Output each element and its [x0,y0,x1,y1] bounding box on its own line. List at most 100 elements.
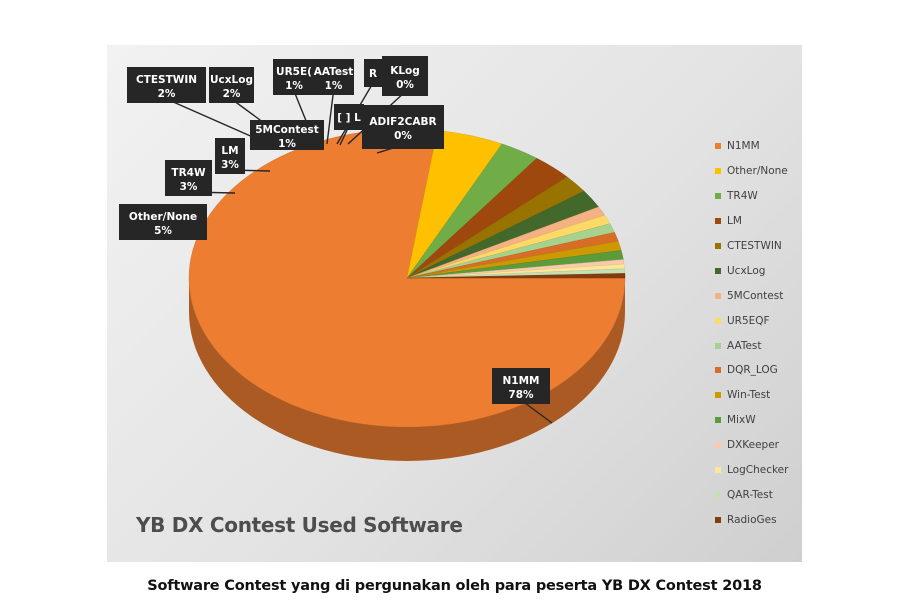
pie-slice-radioges [406,273,626,279]
data-label-name: CTESTWIN [136,74,197,86]
legend-swatch [715,491,721,498]
data-label-2: TR4W 3% [165,160,212,196]
data-label-5: UcxLog 2% [209,67,254,103]
data-label-box [250,120,324,150]
legend-item-dxkeeper: DXKeeper [715,433,805,458]
pie-3d-side [189,278,625,461]
data-label-name: N1MM [503,375,540,387]
legend-swatch [715,342,721,349]
legend-item-tr4w: TR4W [715,184,805,209]
data-label-name: UcxLog [210,74,253,86]
data-label-box [364,59,382,87]
legend-swatch [715,193,721,200]
legend-label: AATest [727,339,762,352]
legend-item-ur5eqf: UR5EQF [715,308,805,333]
data-label-0: N1MM 78% [492,368,550,404]
data-label-name: UR5E( [276,66,312,78]
data-label-box [273,59,315,95]
legend-swatch [715,168,721,175]
legend-item-ctestwin: CTESTWIN [715,234,805,259]
legend-label: 5MContest [727,289,784,302]
data-label-value: 1% [285,80,303,92]
data-label-value: 0% [394,130,412,142]
legend-label: Other/None [727,165,788,178]
legend-item-n1mm: N1MM [715,134,805,159]
data-label-value: 2% [158,88,176,100]
data-label-value: 5% [154,225,172,237]
legend-label: CTESTWIN [727,240,782,252]
pie-chart: N1MM78%Other/None5%TR4W3%LM3%CTESTWIN2%U… [119,56,626,461]
data-label-name: AATest [314,66,354,78]
data-label-value: 2% [223,88,241,100]
legend-swatch [715,392,721,399]
legend-item-logchecker: LogChecker [715,458,805,483]
data-label-12: ADIF2CABR 0% [362,105,444,149]
figure-caption: Software Contest yang di pergunakan oleh… [147,578,762,594]
legend-label: LM [727,215,742,228]
legend-swatch [715,292,721,299]
data-label-value: 3% [180,181,198,193]
legend-label: UcxLog [727,264,766,277]
data-label-box [215,138,245,174]
legend-swatch [715,143,721,150]
legend-item-radioges: RadioGes [715,507,805,532]
data-label-box [362,105,444,149]
legend-swatch [715,267,721,274]
legend-swatch [715,467,721,474]
pie-slices [188,128,626,428]
leader-line [326,90,335,145]
legend-label: DQR_LOG [727,364,778,377]
legend-item-mixw: MixW [715,408,805,433]
data-label-box [492,368,550,404]
legend-item-lm: LM [715,209,805,234]
data-label-box [119,204,207,240]
data-label-name: TR4W [171,167,206,179]
legend-swatch [715,417,721,424]
chart-title: YB DX Contest Used Software [136,513,463,537]
legend-swatch [715,367,721,374]
legend-label: TR4W [727,190,758,203]
legend-label: LogChecker [727,464,789,477]
legend-label: Win-Test [727,389,771,402]
legend-swatch [715,317,721,324]
data-label-box [313,59,354,95]
legend-item-win-test: Win-Test [715,383,805,408]
data-label-box [209,67,254,103]
legend-label: UR5EQF [727,314,770,327]
data-label-name: LM [221,145,238,157]
data-label-value: 1% [278,138,296,150]
data-label-3: LM 3% [215,138,245,174]
data-label-box [382,56,428,96]
data-label-7: UR5E( 1% [273,59,315,95]
legend-swatch [715,218,721,225]
legend-item-other-none: Other/None [715,159,805,184]
legend-item-aatest: AATest [715,333,805,358]
data-label-name: 5MContest [255,124,319,136]
data-label-1: Other/None 5% [119,204,207,240]
data-label-name: Other/None [129,211,197,223]
data-label-name: R [369,68,377,80]
data-label-value: 0% [396,79,414,91]
data-label-11: [ ] L [334,104,364,130]
data-label-box [334,104,364,130]
legend-label: QAR-Test [727,488,773,501]
pie-side-0 [189,278,625,461]
data-label-box [127,67,206,103]
chart-panel: N1MM 78% Other/None 5% TR4W 3% LM 3% CTESTWIN 2% U… [107,45,802,562]
legend-swatch [715,243,721,249]
legend-item-qar-test: QAR-Test [715,482,805,507]
legend-label: RadioGes [727,513,777,526]
data-label-8: AATest 1% [313,59,354,95]
data-label-name: ADIF2CABR [369,116,436,128]
data-labels: N1MM78%Other/None5%TR4W3%LM3%CTESTWIN2%U… [119,56,550,404]
data-label-4: CTESTWIN 2% [127,67,206,103]
legend-swatch [715,442,721,449]
legend-label: DXKeeper [727,439,780,452]
legend-item-ucxlog: UcxLog [715,258,805,283]
legend-item-dqr-log: DQR_LOG [715,358,805,383]
legend-item-5mcontest: 5MContest [715,283,805,308]
data-label-value: 3% [221,159,239,171]
data-label-name: KLog [390,65,420,77]
data-label-value: 78% [508,389,534,401]
data-label-9: R [364,59,382,87]
